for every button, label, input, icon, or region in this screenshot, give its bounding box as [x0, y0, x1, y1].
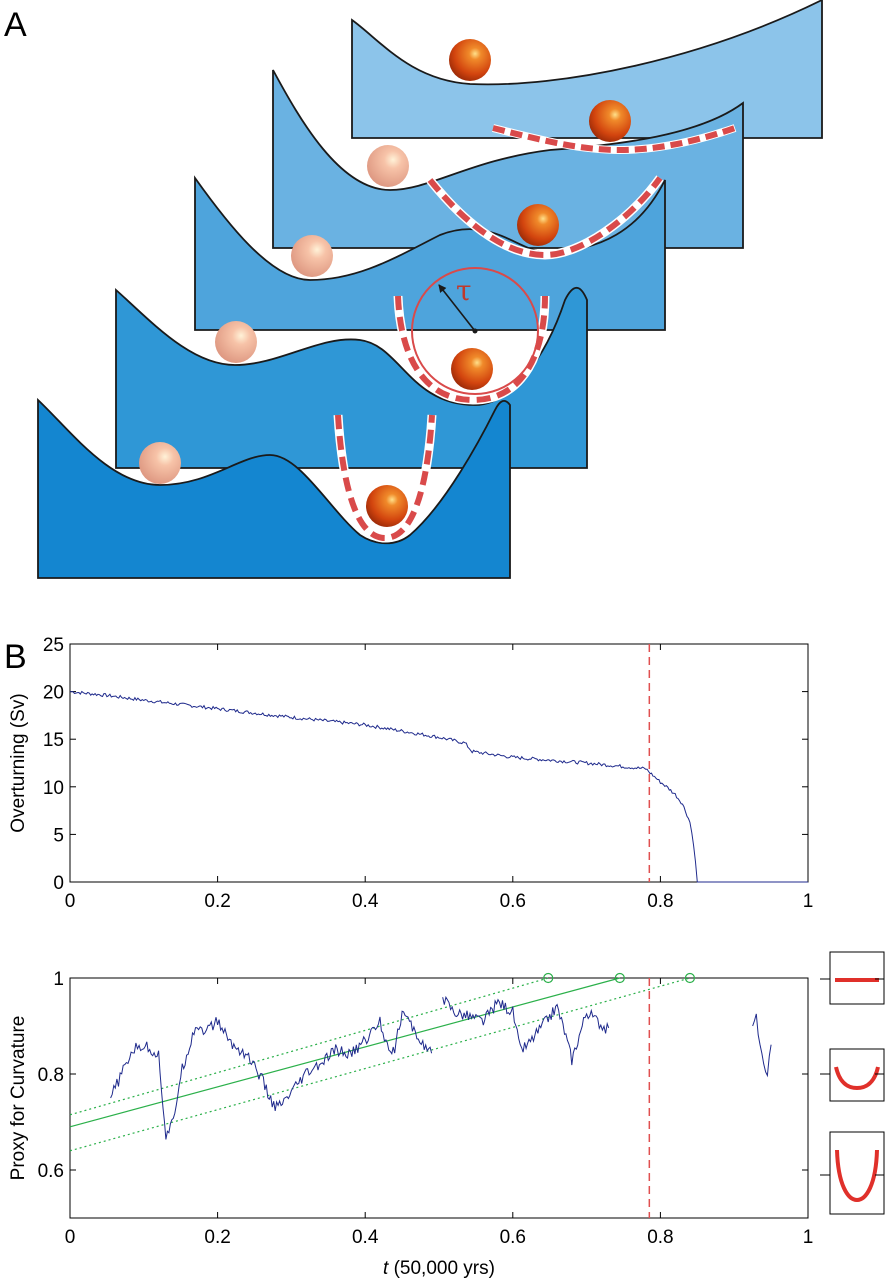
x-tick-label: 0	[65, 891, 76, 912]
x-tick-label: 0.8	[647, 1227, 673, 1248]
chart-2-x-axis-label: t (50,000 yrs)	[383, 1258, 495, 1279]
data-series-line	[69, 690, 808, 883]
landscape-layer-1	[351, 0, 823, 139]
landscape-layer-2	[272, 69, 744, 249]
ball	[449, 39, 491, 81]
landscape-layer-4: τ	[115, 267, 588, 469]
landscape-layer-2-shape	[272, 69, 744, 249]
x-tick-label: 0.4	[352, 1227, 379, 1248]
x-tick-label: 0.8	[647, 891, 673, 912]
x-tick-label: 0.6	[500, 891, 526, 912]
ghost-ball	[139, 442, 181, 484]
circle-center-dot	[472, 328, 478, 334]
threshold-crossing-marker	[684, 972, 696, 984]
y-tick-label: 5	[53, 825, 64, 846]
threshold-crossing-marker	[543, 972, 554, 984]
data-series-line	[110, 1010, 433, 1140]
x-tick-label: 0.2	[204, 1227, 230, 1248]
chart-2-y-axis-label: Proxy for Curvature	[8, 1016, 29, 1181]
x-tick-label: 0.6	[500, 1227, 526, 1248]
potential-landscape-illustration: τ	[37, 0, 823, 579]
steep-curvature-icon	[835, 1149, 879, 1203]
curvature-dashed-line	[427, 176, 663, 259]
x-tick-label: 1	[803, 891, 814, 912]
ball	[517, 204, 559, 246]
panel-b-label: B	[4, 638, 27, 676]
chart-1-frame	[69, 643, 809, 883]
ghost-ball	[291, 235, 333, 277]
landscape-layer-4-shape	[115, 287, 588, 469]
ghost-ball	[367, 145, 409, 187]
landscape-layer-5	[37, 397, 511, 579]
y-tick-label: 20	[43, 683, 64, 704]
x-axis-label-variable: t	[383, 1258, 389, 1279]
x-axis-label-units: (50,000 yrs)	[388, 1258, 495, 1279]
data-series-line	[442, 995, 610, 1066]
threshold-crossing-marker	[614, 972, 625, 984]
ball	[589, 100, 631, 142]
chart-1-plot-area	[69, 644, 808, 883]
chart-2-x-axis: 0 0.2 0.4 0.6 0.8 1	[65, 978, 814, 1248]
y-tick-label: 1	[53, 969, 64, 990]
x-tick-label: 0	[65, 1227, 76, 1248]
ball	[366, 485, 408, 527]
y-tick-label: 0	[53, 873, 64, 894]
confidence-bound-upper	[69, 977, 549, 1116]
panel-a-label: A	[4, 6, 27, 44]
y-tick-label: 15	[43, 730, 64, 751]
curvature-legend	[820, 951, 885, 1215]
x-tick-label: 1	[803, 1227, 814, 1248]
ball	[451, 348, 493, 390]
y-tick-label: 25	[43, 635, 64, 656]
x-tick-label: 0.2	[204, 891, 230, 912]
x-tick-label: 0.4	[352, 891, 379, 912]
curvature-dashed-line	[492, 125, 736, 154]
ghost-ball	[215, 321, 257, 363]
chart-2-plot-area	[69, 972, 772, 1218]
overturning-chart: 0 5 10 15 20 25 0 0.2 0.4 0.6 0.8 1 Overturning (S…	[8, 635, 813, 912]
landscape-layer-3-shape	[194, 175, 666, 331]
curvature-dashed-line	[335, 414, 435, 542]
landscape-layer-3	[194, 175, 666, 331]
curvature-dashed-line	[395, 295, 548, 404]
tau-label: τ	[456, 274, 472, 307]
data-series-line	[752, 1013, 772, 1078]
curvature-proxy-chart: 0.6 0.8 1 0 0.2 0.4 0.6 0.8 1 Proxy for Curvatu…	[8, 969, 813, 1279]
chart-2-frame	[69, 977, 809, 1219]
y-tick-label: 0.6	[38, 1161, 64, 1182]
shallow-curvature-icon	[834, 1066, 880, 1091]
chart-1-y-axis-label: Overturning (Sv)	[8, 693, 29, 832]
confidence-bound-lower	[69, 977, 691, 1152]
recovery-time-circle	[411, 267, 539, 395]
y-tick-label: 0.8	[38, 1065, 64, 1086]
y-tick-label: 10	[43, 778, 64, 799]
landscape-layer-5-shape	[37, 397, 511, 579]
radius-arrow	[438, 284, 476, 332]
chart-1-x-axis: 0 0.2 0.4 0.6 0.8 1	[65, 644, 814, 912]
landscape-layer-1-shape	[351, 0, 823, 139]
chart-1-y-axis: 0 5 10 15 20 25	[43, 635, 808, 894]
chart-2-y-axis: 0.6 0.8 1	[38, 969, 808, 1182]
